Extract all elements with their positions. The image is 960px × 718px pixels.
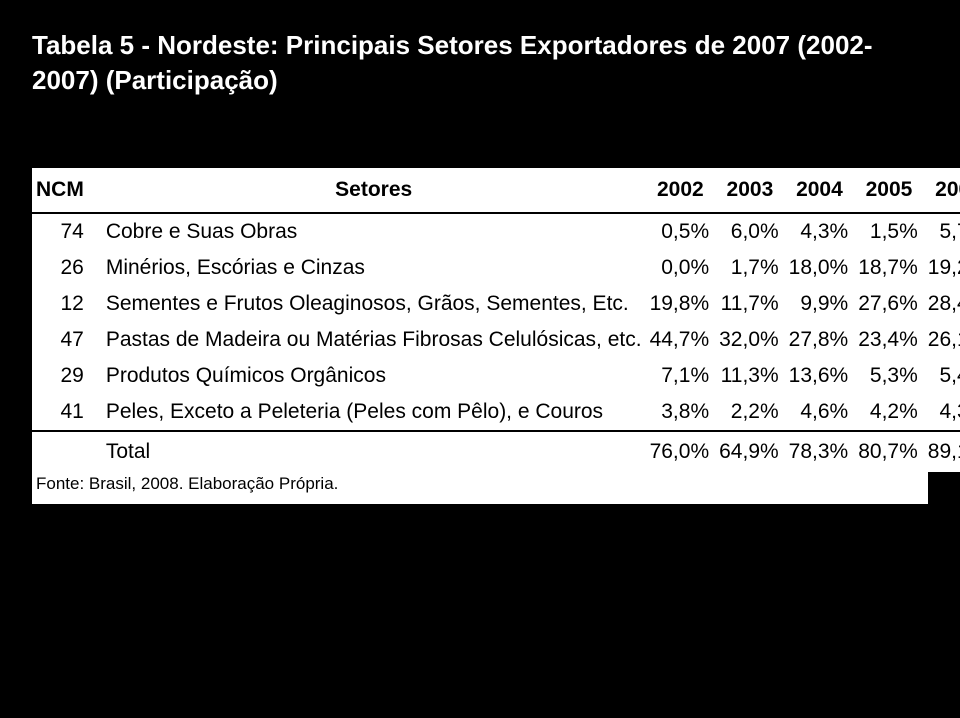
cell-ncm: 41	[32, 394, 102, 431]
slide: Tabela 5 - Nordeste: Principais Setores …	[0, 0, 960, 718]
col-ncm: NCM	[32, 168, 102, 213]
cell-value: 0,5%	[646, 213, 716, 250]
cell-value: 23,4%	[854, 322, 924, 358]
cell-ncm: 47	[32, 322, 102, 358]
cell-value: 26,1%	[924, 322, 960, 358]
footnote: Fonte: Brasil, 2008. Elaboração Própria.	[32, 472, 928, 504]
title-line-1: Tabela 5 - Nordeste: Principais Setores …	[32, 30, 873, 60]
cell-sector: Peles, Exceto a Peleteria (Peles com Pêl…	[102, 394, 646, 431]
cell-value: 2,2%	[715, 394, 785, 431]
col-2005: 2005	[854, 168, 924, 213]
cell-value: 19,2%	[924, 250, 960, 286]
table-row: 47 Pastas de Madeira ou Matérias Fibrosa…	[32, 322, 960, 358]
cell-value: 0,0%	[646, 250, 716, 286]
cell-sector: Pastas de Madeira ou Matérias Fibrosas C…	[102, 322, 646, 358]
table-total-row: Total 76,0% 64,9% 78,3% 80,7% 89,1% 91,5…	[32, 431, 960, 472]
exporters-table: NCM Setores 2002 2003 2004 2005 2006 200…	[32, 168, 960, 472]
cell-value: 1,7%	[715, 250, 785, 286]
col-2006: 2006	[924, 168, 960, 213]
table-row: 41 Peles, Exceto a Peleteria (Peles com …	[32, 394, 960, 431]
cell-sector: Sementes e Frutos Oleaginosos, Grãos, Se…	[102, 286, 646, 322]
cell-total-value: 89,1%	[924, 431, 960, 472]
cell-value: 6,0%	[715, 213, 785, 250]
cell-value: 5,3%	[854, 358, 924, 394]
cell-value: 3,8%	[646, 394, 716, 431]
cell-total-value: 80,7%	[854, 431, 924, 472]
table-row: 29 Produtos Químicos Orgânicos 7,1% 11,3…	[32, 358, 960, 394]
cell-sector: Produtos Químicos Orgânicos	[102, 358, 646, 394]
table-row: 12 Sementes e Frutos Oleaginosos, Grãos,…	[32, 286, 960, 322]
cell-ncm: 12	[32, 286, 102, 322]
cell-value: 19,8%	[646, 286, 716, 322]
cell-total-label: Total	[102, 431, 646, 472]
cell-value: 11,7%	[715, 286, 785, 322]
cell-value: 4,3%	[785, 213, 855, 250]
slide-title: Tabela 5 - Nordeste: Principais Setores …	[32, 28, 928, 98]
cell-ncm: 29	[32, 358, 102, 394]
cell-value: 7,1%	[646, 358, 716, 394]
table-body: 74 Cobre e Suas Obras 0,5% 6,0% 4,3% 1,5…	[32, 213, 960, 472]
cell-total-value: 76,0%	[646, 431, 716, 472]
table-container: NCM Setores 2002 2003 2004 2005 2006 200…	[32, 168, 928, 504]
cell-value: 18,0%	[785, 250, 855, 286]
cell-value: 44,7%	[646, 322, 716, 358]
cell-value: 27,8%	[785, 322, 855, 358]
col-2003: 2003	[715, 168, 785, 213]
cell-ncm: 74	[32, 213, 102, 250]
cell-value: 4,2%	[854, 394, 924, 431]
table-header-row: NCM Setores 2002 2003 2004 2005 2006 200…	[32, 168, 960, 213]
table-row: 26 Minérios, Escórias e Cinzas 0,0% 1,7%…	[32, 250, 960, 286]
cell-sector: Cobre e Suas Obras	[102, 213, 646, 250]
cell-sector: Minérios, Escórias e Cinzas	[102, 250, 646, 286]
cell-value: 28,4%	[924, 286, 960, 322]
cell-total-value: 78,3%	[785, 431, 855, 472]
cell-ncm: 26	[32, 250, 102, 286]
title-line-2: 2007) (Participação)	[32, 65, 278, 95]
cell-value: 13,6%	[785, 358, 855, 394]
cell-value: 11,3%	[715, 358, 785, 394]
cell-ncm-empty	[32, 431, 102, 472]
cell-total-value: 64,9%	[715, 431, 785, 472]
cell-value: 4,3%	[924, 394, 960, 431]
cell-value: 27,6%	[854, 286, 924, 322]
cell-value: 18,7%	[854, 250, 924, 286]
cell-value: 32,0%	[715, 322, 785, 358]
col-sector: Setores	[102, 168, 646, 213]
cell-value: 1,5%	[854, 213, 924, 250]
col-2002: 2002	[646, 168, 716, 213]
table-row: 74 Cobre e Suas Obras 0,5% 6,0% 4,3% 1,5…	[32, 213, 960, 250]
cell-value: 4,6%	[785, 394, 855, 431]
cell-value: 5,7%	[924, 213, 960, 250]
cell-value: 5,4%	[924, 358, 960, 394]
cell-value: 9,9%	[785, 286, 855, 322]
col-2004: 2004	[785, 168, 855, 213]
